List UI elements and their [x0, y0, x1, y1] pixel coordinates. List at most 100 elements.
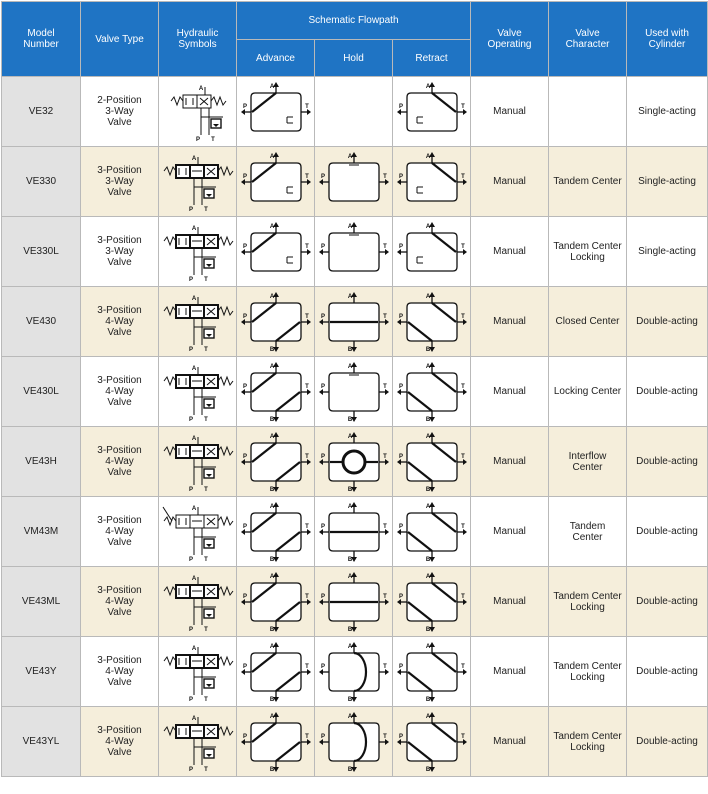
flowpath-advance-cell: A P T B — [236, 496, 315, 567]
port-label-p: P — [398, 664, 402, 670]
flowpath-advance-cell: A P T B — [236, 356, 315, 427]
hydraulic-symbol-cell: A P T — [158, 706, 237, 777]
port-label-t: T — [204, 557, 208, 563]
hydraulic-symbol-cell: A P T — [158, 356, 237, 427]
port-label-t: T — [204, 417, 208, 423]
hydraulic-symbol-cell: A P T — [158, 216, 237, 287]
hydraulic-symbol-cell: A P T — [158, 286, 237, 357]
port-label-t: T — [305, 174, 309, 180]
used-with-cylinder-cell-text: Single-acting — [638, 176, 696, 187]
port-label-t: T — [211, 137, 215, 143]
port-label-t: T — [204, 767, 208, 773]
port-label-t: T — [383, 734, 387, 740]
port-label-t: T — [305, 454, 309, 460]
port-label-p: P — [242, 174, 246, 180]
valve-character-cell-text: Tandem Center — [569, 520, 606, 543]
flowpath-advance-diagram: A P T B — [240, 361, 311, 423]
valve-operating-cell: Manual — [470, 566, 550, 637]
flowpath-advance-diagram: A P T — [240, 81, 311, 132]
table-row: VE43ML 3-Position 4-Way Valve A P T A P T B A P T B A… — [1, 566, 708, 637]
flowpath-retract-diagram: A P T B — [396, 291, 467, 353]
valve-operating-cell-text: Manual — [493, 106, 526, 117]
flowpath-retract-cell: A P T B — [391, 706, 472, 777]
port-label-t: T — [305, 314, 309, 320]
port-label-b: B — [347, 697, 352, 703]
port-label-t: T — [383, 174, 387, 180]
port-label-t: T — [305, 734, 309, 740]
valve-operating-cell: Manual — [470, 286, 550, 357]
valve-character-cell-text: Interflow Center — [568, 450, 607, 473]
port-label-a: A — [191, 436, 196, 442]
valve-operating-cell: Manual — [470, 216, 550, 287]
port-label-b: B — [269, 697, 274, 703]
flowpath-retract-cell: A P T B — [391, 426, 472, 497]
port-label-p: P — [398, 454, 402, 460]
table-row: VM43M 3-Position 4-Way Valve A P T A P T B A P T B A P… — [1, 496, 708, 567]
port-label-t: T — [383, 244, 387, 250]
port-label-a: A — [347, 224, 352, 230]
port-label-a: A — [269, 84, 274, 90]
valve-type-cell: 3-Position 4-Way Valve — [80, 636, 159, 707]
port-label-p: P — [398, 524, 402, 530]
table-row: VE32 2-Position 3-Way Valve A P T A P T A P T Manua… — [1, 76, 708, 147]
used-with-cylinder-cell: Single-acting — [626, 76, 708, 147]
flowpath-advance-diagram: A P T — [240, 221, 311, 272]
port-label-t: T — [461, 174, 465, 180]
used-with-cylinder-cell: Double-acting — [626, 496, 708, 567]
port-label-p: P — [188, 767, 192, 773]
used-with-cylinder-cell-text: Single-acting — [638, 246, 696, 257]
table-row: VE43H 3-Position 4-Way Valve A P T A P T B A P T B A P… — [1, 426, 708, 497]
header-valve-operating: Valve Operating — [470, 1, 550, 77]
valve-operating-cell: Manual — [470, 356, 550, 427]
flowpath-retract-diagram: A P T — [396, 81, 467, 132]
valve-type-cell: 3-Position 4-Way Valve — [80, 496, 159, 567]
valve-operating-cell-text: Manual — [493, 526, 526, 537]
flowpath-advance-diagram: A P T B — [240, 711, 311, 773]
valve-type-cell: 3-Position 4-Way Valve — [80, 286, 159, 357]
flowpath-advance-diagram: A P T B — [240, 571, 311, 633]
port-label-b: B — [347, 347, 352, 353]
port-label-a: A — [347, 574, 352, 580]
port-label-a: A — [347, 644, 352, 650]
port-label-b: B — [269, 417, 274, 423]
valve-character-cell: Tandem Center Locking — [548, 706, 628, 777]
port-label-t: T — [383, 454, 387, 460]
port-label-p: P — [188, 557, 192, 563]
port-label-b: B — [347, 487, 352, 493]
port-label-p: P — [242, 664, 246, 670]
model-number-cell: VE430L — [1, 356, 81, 427]
port-label-a: A — [425, 714, 430, 720]
model-number-cell-text: VE330L — [23, 246, 59, 257]
valve-type-cell-text: 3-Position 4-Way Valve — [97, 375, 142, 408]
valve-type-cell-text: 3-Position 3-Way Valve — [97, 235, 142, 268]
port-label-t: T — [204, 627, 208, 633]
port-label-p: P — [320, 174, 324, 180]
table-row: VE43YL 3-Position 4-Way Valve A P T A P T B A P T B A… — [1, 706, 708, 777]
hydraulic-symbol-cell: A P T — [158, 146, 237, 217]
port-label-t: T — [383, 594, 387, 600]
valve-type-cell-text: 3-Position 4-Way Valve — [97, 655, 142, 688]
flowpath-hold-cell: A P T B — [314, 356, 393, 427]
header-hold: Hold — [314, 39, 393, 77]
port-label-a: A — [425, 434, 430, 440]
port-label-a: A — [191, 506, 196, 512]
valve-type-cell: 3-Position 4-Way Valve — [80, 356, 159, 427]
used-with-cylinder-cell-text: Double-acting — [636, 526, 698, 537]
port-label-t: T — [305, 384, 309, 390]
flowpath-retract-diagram: A P T B — [396, 501, 467, 563]
hydraulic-symbol-cell: A P T — [158, 566, 237, 637]
flowpath-hold-cell: A P T B — [314, 496, 393, 567]
port-label-a: A — [198, 86, 203, 92]
flowpath-retract-cell: A P T B — [391, 496, 472, 567]
port-label-b: B — [269, 767, 274, 773]
flowpath-retract-cell: A P T B — [391, 356, 472, 427]
port-label-p: P — [242, 524, 246, 530]
port-label-p: P — [242, 454, 246, 460]
port-label-p: P — [188, 207, 192, 213]
port-label-b: B — [269, 557, 274, 563]
hydraulic-symbol-cell: A P T — [158, 76, 237, 147]
model-number-cell: VE430 — [1, 286, 81, 357]
port-label-p: P — [188, 417, 192, 423]
hydraulic-symbol-icon: A P T — [170, 86, 226, 143]
port-label-p: P — [398, 594, 402, 600]
